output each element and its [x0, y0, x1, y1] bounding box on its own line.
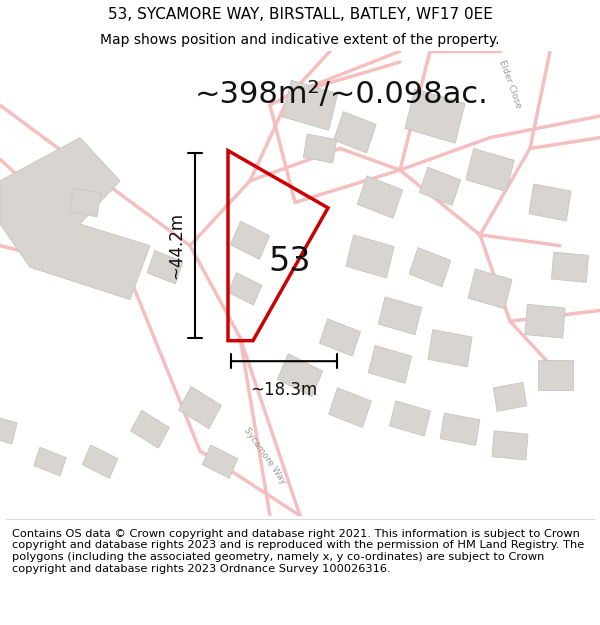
Text: 53: 53	[269, 246, 311, 278]
Polygon shape	[70, 188, 101, 217]
Polygon shape	[82, 445, 118, 478]
Polygon shape	[282, 80, 338, 130]
Polygon shape	[493, 382, 527, 411]
Polygon shape	[538, 360, 572, 391]
Polygon shape	[230, 221, 269, 259]
Polygon shape	[304, 134, 337, 163]
Polygon shape	[358, 176, 403, 218]
Polygon shape	[378, 297, 422, 335]
Text: Sycamore Way: Sycamore Way	[242, 426, 288, 486]
Polygon shape	[551, 252, 589, 282]
Polygon shape	[346, 235, 394, 278]
Polygon shape	[131, 410, 169, 448]
Polygon shape	[0, 138, 150, 299]
Polygon shape	[466, 149, 514, 191]
Text: ~18.3m: ~18.3m	[250, 381, 317, 399]
Polygon shape	[277, 354, 323, 397]
Text: 53, SYCAMORE WAY, BIRSTALL, BATLEY, WF17 0EE: 53, SYCAMORE WAY, BIRSTALL, BATLEY, WF17…	[107, 7, 493, 22]
Polygon shape	[179, 386, 221, 429]
Polygon shape	[525, 304, 565, 338]
Polygon shape	[409, 248, 451, 287]
Text: Map shows position and indicative extent of the property.: Map shows position and indicative extent…	[100, 33, 500, 47]
Polygon shape	[529, 184, 571, 221]
Polygon shape	[419, 167, 461, 206]
Polygon shape	[202, 445, 238, 478]
Polygon shape	[228, 272, 262, 305]
Polygon shape	[405, 89, 465, 143]
Text: ~44.2m: ~44.2m	[167, 212, 185, 279]
Polygon shape	[34, 448, 66, 476]
Text: ~398m²/~0.098ac.: ~398m²/~0.098ac.	[195, 80, 489, 109]
Polygon shape	[492, 431, 528, 460]
Text: Elder Close: Elder Close	[497, 58, 523, 109]
Polygon shape	[440, 413, 480, 446]
Polygon shape	[147, 251, 183, 284]
Polygon shape	[319, 319, 361, 356]
Polygon shape	[428, 329, 472, 367]
Polygon shape	[329, 388, 371, 428]
Polygon shape	[468, 269, 512, 309]
Polygon shape	[368, 346, 412, 383]
Polygon shape	[389, 401, 430, 436]
Polygon shape	[0, 414, 17, 444]
Polygon shape	[334, 112, 376, 153]
Text: Contains OS data © Crown copyright and database right 2021. This information is : Contains OS data © Crown copyright and d…	[12, 529, 584, 574]
